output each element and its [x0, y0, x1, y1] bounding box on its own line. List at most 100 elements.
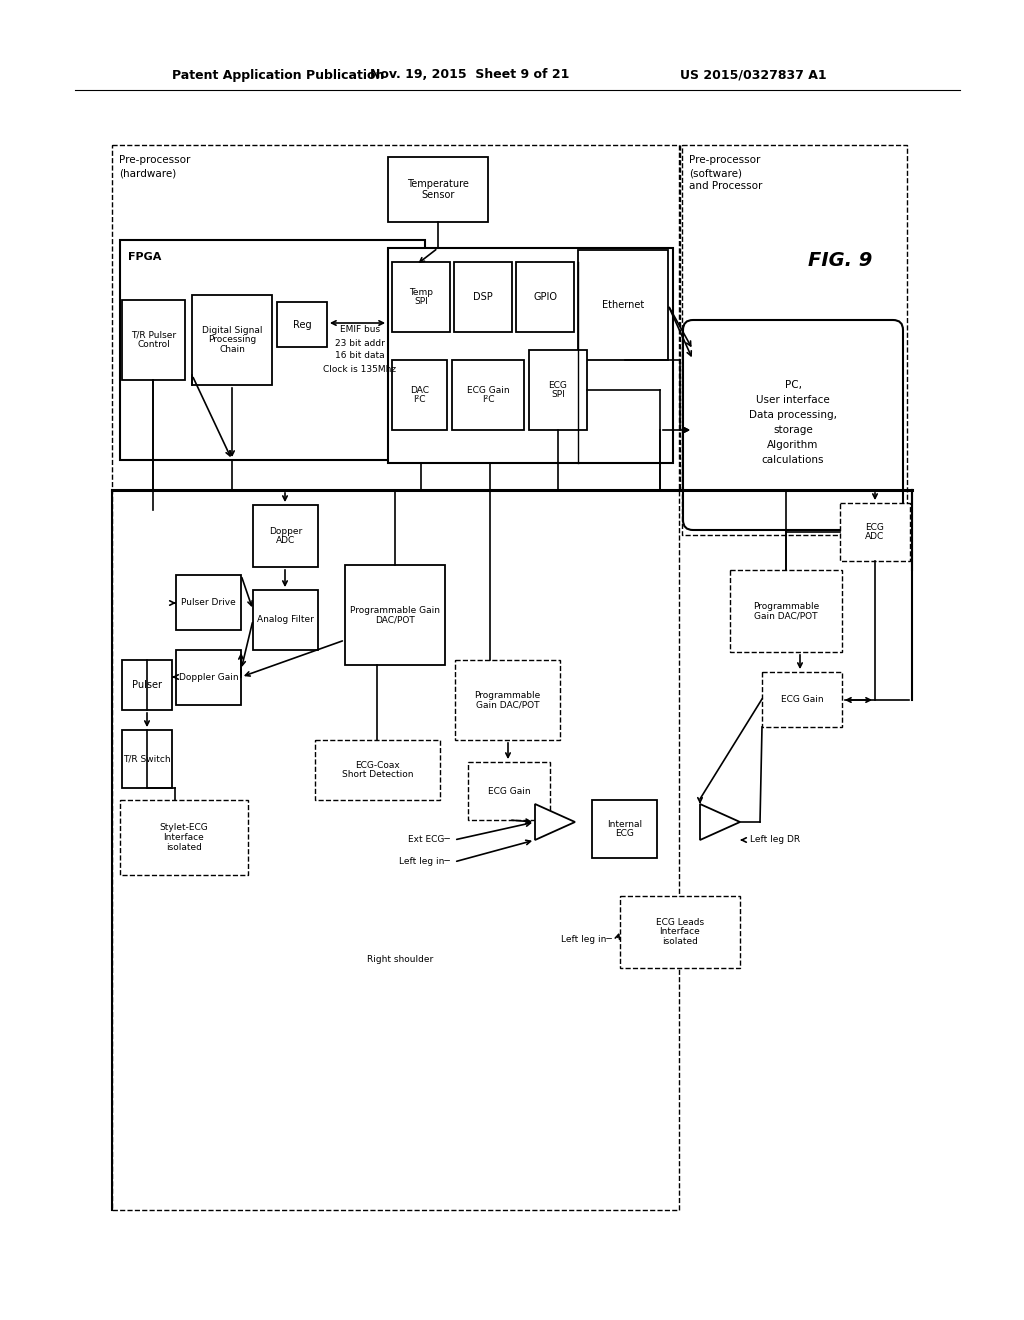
Bar	[392, 261, 450, 333]
Text: Programmable: Programmable	[753, 602, 819, 611]
Text: Ext ECG─: Ext ECG─	[409, 836, 450, 845]
Text: Ethernet: Ethernet	[602, 300, 644, 310]
Text: Pre-processor: Pre-processor	[689, 154, 761, 165]
Text: Nov. 19, 2015  Sheet 9 of 21: Nov. 19, 2015 Sheet 9 of 21	[370, 69, 569, 82]
Text: US 2015/0327837 A1: US 2015/0327837 A1	[680, 69, 826, 82]
Text: ECG: ECG	[549, 380, 567, 389]
Text: I²C: I²C	[481, 396, 495, 404]
Bar	[592, 800, 657, 858]
Text: Temperature: Temperature	[408, 180, 469, 189]
Bar	[452, 360, 524, 430]
Text: FIG. 9: FIG. 9	[808, 251, 872, 269]
Text: Chain: Chain	[219, 346, 245, 354]
Text: Temp: Temp	[409, 288, 433, 297]
Bar	[120, 240, 425, 459]
Bar	[620, 896, 740, 968]
Bar	[388, 157, 488, 222]
Text: Right shoulder: Right shoulder	[367, 956, 433, 965]
Text: isolated: isolated	[166, 842, 202, 851]
Text: Gain DAC/POT: Gain DAC/POT	[755, 611, 818, 620]
Bar	[193, 294, 272, 385]
Bar	[253, 506, 318, 568]
Text: DAC/POT: DAC/POT	[375, 615, 415, 624]
Bar	[762, 672, 842, 727]
Text: Interface: Interface	[164, 833, 205, 842]
Text: Internal: Internal	[607, 820, 642, 829]
Text: T/R Switch: T/R Switch	[123, 755, 171, 763]
Bar	[176, 576, 241, 630]
Text: Gain DAC/POT: Gain DAC/POT	[476, 701, 540, 709]
Text: ECG Leads: ECG Leads	[656, 917, 705, 927]
Text: Analog Filter: Analog Filter	[257, 615, 314, 624]
Text: calculations: calculations	[762, 455, 824, 465]
Bar	[345, 565, 445, 665]
Bar	[315, 741, 440, 800]
Bar	[730, 570, 842, 652]
Bar	[176, 649, 241, 705]
Text: Control: Control	[137, 341, 170, 350]
Text: isolated: isolated	[663, 937, 698, 946]
Text: Stylet-ECG: Stylet-ECG	[160, 824, 208, 832]
Text: Left leg DR: Left leg DR	[750, 836, 800, 845]
Text: ECG: ECG	[615, 829, 634, 838]
Text: Processing: Processing	[208, 335, 256, 345]
Text: User interface: User interface	[756, 395, 829, 405]
Text: Pre-processor: Pre-processor	[119, 154, 190, 165]
Text: DAC: DAC	[410, 385, 429, 395]
Text: (hardware): (hardware)	[119, 168, 176, 178]
Text: Left leg in─: Left leg in─	[561, 936, 612, 945]
Bar	[529, 350, 587, 430]
Text: Programmable: Programmable	[474, 690, 541, 700]
Bar	[578, 249, 668, 360]
Text: SPI: SPI	[551, 391, 565, 400]
Bar	[682, 145, 907, 535]
Bar	[388, 248, 673, 463]
Text: ECG-Coax: ECG-Coax	[355, 760, 400, 770]
Text: storage: storage	[773, 425, 813, 436]
Text: Dopper: Dopper	[269, 527, 302, 536]
Text: and Processor: and Processor	[689, 181, 763, 191]
Text: Data processing,: Data processing,	[749, 411, 837, 420]
Text: Digital Signal: Digital Signal	[202, 326, 262, 335]
Text: ECG: ECG	[865, 523, 885, 532]
Text: 16 bit data: 16 bit data	[335, 351, 385, 360]
Text: Left leg in─: Left leg in─	[399, 858, 450, 866]
Text: EMIF bus: EMIF bus	[340, 326, 380, 334]
Bar	[253, 590, 318, 649]
Text: ECG Gain: ECG Gain	[467, 385, 509, 395]
Bar	[455, 660, 560, 741]
Bar	[516, 261, 574, 333]
Text: (software): (software)	[689, 168, 742, 178]
Bar	[392, 360, 447, 430]
Polygon shape	[535, 804, 575, 840]
Bar	[468, 762, 550, 820]
Text: ADC: ADC	[275, 536, 295, 545]
Text: Pulser Drive: Pulser Drive	[181, 598, 236, 607]
Bar	[122, 300, 185, 380]
Text: FPGA: FPGA	[128, 252, 162, 261]
Text: Algorithm: Algorithm	[767, 440, 818, 450]
Text: GPIO: GPIO	[534, 292, 557, 302]
Text: T/R Pulser: T/R Pulser	[131, 330, 176, 339]
Bar	[454, 261, 512, 333]
Text: DSP: DSP	[473, 292, 493, 302]
Text: Pulser: Pulser	[132, 680, 162, 690]
Bar	[112, 145, 679, 1210]
Bar	[122, 660, 172, 710]
FancyBboxPatch shape	[683, 319, 903, 531]
Text: Sensor: Sensor	[421, 190, 455, 199]
Text: Clock is 135Mhz: Clock is 135Mhz	[324, 364, 396, 374]
Text: 23 bit addr: 23 bit addr	[335, 338, 385, 347]
Bar	[120, 800, 248, 875]
Text: ECG Gain: ECG Gain	[780, 696, 823, 704]
Text: Doppler Gain: Doppler Gain	[178, 673, 239, 682]
Polygon shape	[700, 804, 740, 840]
Text: I²C: I²C	[414, 396, 426, 404]
Text: Reg: Reg	[293, 319, 311, 330]
Text: Programmable Gain: Programmable Gain	[350, 606, 440, 615]
Bar	[278, 302, 327, 347]
Text: ECG Gain: ECG Gain	[487, 787, 530, 796]
Text: Short Detection: Short Detection	[342, 771, 414, 779]
Text: SPI: SPI	[414, 297, 428, 306]
Text: ADC: ADC	[865, 532, 885, 541]
